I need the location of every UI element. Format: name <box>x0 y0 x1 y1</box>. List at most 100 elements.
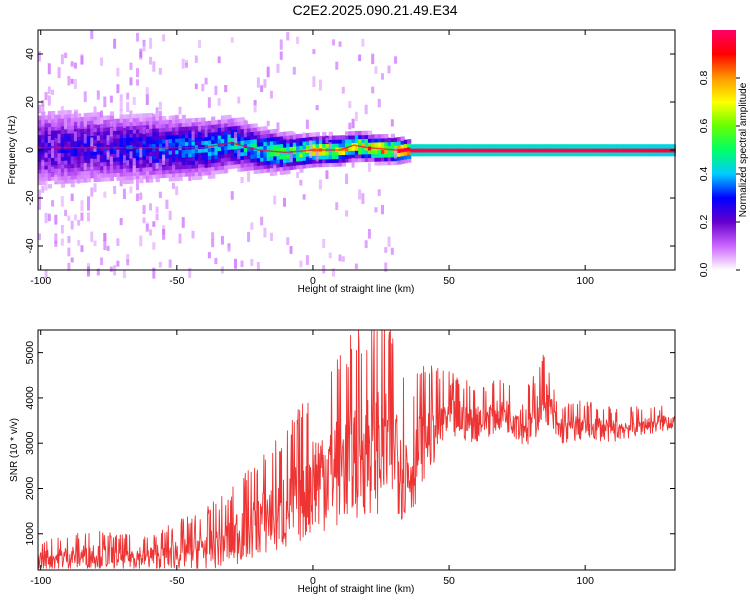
heatmap-cell <box>325 154 330 160</box>
heatmap-cell <box>201 148 206 153</box>
heatmap-cell <box>247 135 252 141</box>
heatmap-cell <box>260 161 265 166</box>
heatmap-cell <box>168 130 173 136</box>
heatmap-cell <box>296 141 301 147</box>
heatmap-cell <box>44 134 49 139</box>
heatmap-cell <box>599 151 605 157</box>
heatmap-cell <box>335 154 340 160</box>
heatmap-cell <box>194 175 199 180</box>
heatmap-cell <box>367 134 373 139</box>
heatmap-cell <box>139 167 144 172</box>
heatmap-cell <box>586 151 591 157</box>
heatmap-cell <box>113 185 117 195</box>
heatmap-cell <box>570 144 575 149</box>
heatmap-cell <box>129 133 134 138</box>
heatmap-cell <box>665 151 670 157</box>
heatmap-cell <box>126 175 131 181</box>
heatmap-cell <box>433 151 438 157</box>
heatmap-cell <box>371 153 376 158</box>
heatmap-cell <box>279 132 284 137</box>
heatmap-cell <box>87 266 90 277</box>
heatmap-cell <box>175 176 180 182</box>
heatmap-cell <box>384 137 389 143</box>
heatmap-cell <box>96 131 101 136</box>
heatmap-cell <box>38 153 43 159</box>
heatmap-cell <box>247 162 252 167</box>
heatmap-cell <box>358 142 363 147</box>
heatmap-cell <box>188 129 193 135</box>
heatmap-cell <box>126 129 131 135</box>
heatmap-cell <box>158 143 164 148</box>
heatmap-cell <box>211 131 216 137</box>
heatmap-cell <box>220 138 226 143</box>
heatmap-cell <box>416 144 422 149</box>
heatmap-cell <box>41 134 46 140</box>
heatmap-cell <box>47 153 52 158</box>
heatmap-cell <box>113 168 118 174</box>
heatmap-cell <box>149 162 154 168</box>
heatmap-cell <box>155 147 160 152</box>
heatmap-cell <box>348 146 353 151</box>
heatmap-cell <box>626 144 631 149</box>
heatmap-cell <box>67 140 72 146</box>
heatmap-cell <box>47 184 52 189</box>
heatmap-cell <box>332 154 337 160</box>
heatmap-cell <box>541 151 546 157</box>
heatmap-cell <box>41 157 46 163</box>
heatmap-cell <box>70 61 74 67</box>
heatmap-cell <box>142 124 147 130</box>
heatmap-cell <box>354 157 360 163</box>
heatmap-cell <box>279 139 284 145</box>
heatmap-cell <box>103 119 108 124</box>
heatmap-cell <box>227 118 232 124</box>
heatmap-cell <box>201 125 206 130</box>
heatmap-cell <box>132 117 137 123</box>
heatmap-cell <box>207 159 213 164</box>
heatmap-cell <box>136 140 141 145</box>
heatmap-cell <box>41 160 45 171</box>
heatmap-cell <box>126 133 131 138</box>
heatmap-cell <box>103 157 108 163</box>
heatmap-cell <box>243 119 247 129</box>
heatmap-cell <box>60 175 66 181</box>
heatmap-cell <box>73 163 79 168</box>
heatmap-cell <box>224 138 229 143</box>
heatmap-cell <box>119 149 124 154</box>
heatmap-cell <box>273 144 278 149</box>
heatmap-cell <box>165 123 170 128</box>
heatmap-cell <box>305 152 311 157</box>
heatmap-cell <box>387 160 392 166</box>
heatmap-cell <box>374 149 379 155</box>
heatmap-cell <box>234 140 239 146</box>
heatmap-cell <box>126 179 131 184</box>
heatmap-cell <box>129 125 134 130</box>
heatmap-cell <box>132 140 137 146</box>
heatmap-cell <box>501 144 507 149</box>
heatmap-cell <box>318 158 324 164</box>
figure-title: C2E2.2025.090.21.49.E34 <box>292 2 457 18</box>
heatmap-cell <box>139 128 144 134</box>
heatmap-cell <box>139 159 144 164</box>
heatmap-cell <box>472 144 477 149</box>
heatmap-cell <box>286 135 291 140</box>
heatmap-cell <box>87 154 92 160</box>
heatmap-cell <box>629 151 634 157</box>
heatmap-cell <box>263 156 268 162</box>
heatmap-cell <box>103 150 108 155</box>
heatmap-cell <box>100 127 105 132</box>
heatmap-cell <box>175 114 179 124</box>
heatmap-cell <box>87 135 92 141</box>
heatmap-cell <box>217 56 221 64</box>
heatmap-cell <box>185 130 190 135</box>
heatmap-cell <box>296 134 301 139</box>
heatmap-cell <box>106 161 111 166</box>
heatmap-cell <box>387 149 392 154</box>
heatmap-cell <box>322 143 327 148</box>
heatmap-cell <box>70 148 75 153</box>
heatmap-cell <box>276 122 280 132</box>
heatmap-cell <box>122 164 128 169</box>
heatmap-cell <box>106 150 110 157</box>
heatmap-cell <box>162 169 167 175</box>
heatmap-cell <box>214 162 219 167</box>
